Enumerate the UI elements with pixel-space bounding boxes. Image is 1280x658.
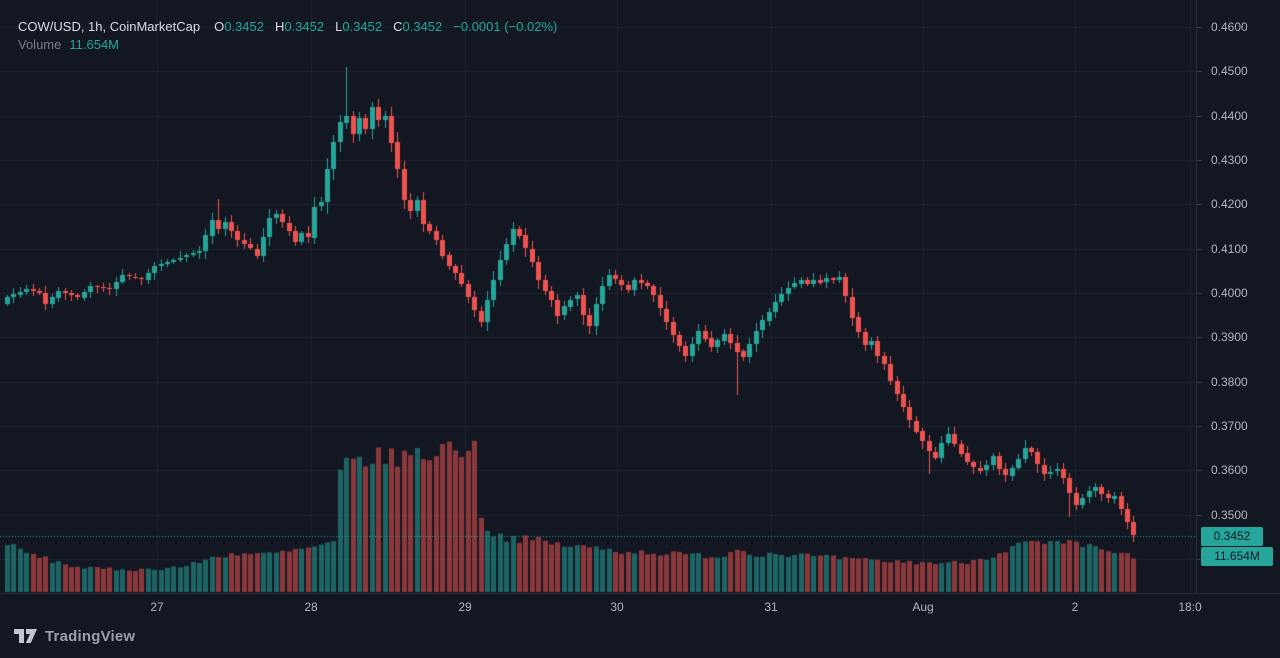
time-tick-label: 18:0 — [1178, 600, 1202, 614]
price-axis-tickmark — [1197, 160, 1202, 161]
last-volume-badge: 11.654M — [1201, 547, 1273, 566]
symbol-title[interactable]: COW/USD, 1h, CoinMarketCap — [18, 19, 201, 34]
legend-volume-row: Volume 11.654M — [18, 36, 557, 54]
low-label: L — [335, 19, 343, 34]
price-axis-tickmark — [1197, 293, 1202, 294]
open-label: O — [214, 19, 225, 34]
price-tick-label: 0.4600 — [1211, 20, 1248, 34]
price-tick-label: 0.4300 — [1211, 153, 1248, 167]
price-tick-label: 0.4400 — [1211, 109, 1248, 123]
price-axis-tickmark — [1197, 27, 1202, 28]
price-change: −0.0001 (−0.02%) — [453, 19, 558, 34]
price-tick-label: 0.3500 — [1211, 508, 1248, 522]
price-axis-tickmark — [1197, 559, 1202, 560]
open-value: 0.3452 — [224, 19, 264, 34]
tradingview-logo-link[interactable]: TradingView — [14, 628, 135, 645]
ohlc-high: H0.3452 — [275, 18, 324, 36]
volume-label: Volume — [18, 37, 62, 52]
chart-legend: COW/USD, 1h, CoinMarketCap O0.3452 H0.34… — [18, 18, 557, 54]
volume-value: 11.654M — [69, 37, 120, 52]
close-label: C — [393, 19, 403, 34]
price-tick-label: 0.3700 — [1211, 419, 1248, 433]
high-label: H — [274, 19, 285, 34]
time-tick-label: 29 — [458, 600, 472, 614]
price-axis-tickmark — [1197, 249, 1202, 250]
price-axis-tickmark — [1197, 426, 1202, 427]
time-tick-label: Aug — [912, 600, 934, 614]
ohlc-open: O0.3452 — [214, 18, 264, 36]
price-tick-label: 0.4200 — [1211, 197, 1248, 211]
tradingview-icon — [14, 629, 37, 643]
time-tick-label: 31 — [764, 600, 778, 614]
price-axis-tickmark — [1197, 116, 1202, 117]
price-tick-label: 0.3900 — [1211, 330, 1248, 344]
price-axis-tickmark — [1197, 515, 1202, 516]
price-tick-label: 0.4100 — [1211, 242, 1248, 256]
legend-symbol-row: COW/USD, 1h, CoinMarketCap O0.3452 H0.34… — [18, 18, 557, 36]
tradingview-wordmark: TradingView — [45, 628, 136, 645]
price-axis-tickmark — [1197, 204, 1202, 205]
price-tick-label: 0.4500 — [1211, 64, 1248, 78]
last-price-badge: 0.3452 — [1201, 527, 1263, 546]
price-axis[interactable]: 0.34000.35000.36000.37000.38000.39000.40… — [1196, 0, 1280, 593]
ohlc-low: L0.3452 — [335, 18, 382, 36]
price-axis-tickmark — [1197, 382, 1202, 383]
time-tick-label: 2 — [1071, 600, 1079, 614]
time-tick-label: 30 — [610, 600, 624, 614]
price-tick-label: 0.3600 — [1211, 463, 1248, 477]
price-tick-label: 0.3800 — [1211, 375, 1248, 389]
price-axis-tickmark — [1197, 470, 1202, 471]
price-tick-label: 0.4000 — [1211, 286, 1248, 300]
time-tick-label: 27 — [150, 600, 164, 614]
price-axis-tickmark — [1197, 337, 1202, 338]
price-axis-tickmark — [1197, 71, 1202, 72]
ohlc-close: C0.3452 — [393, 18, 442, 36]
high-value: 0.3452 — [284, 19, 325, 34]
time-tick-label: 28 — [304, 600, 318, 614]
time-axis[interactable]: 27 28 29 30 31 Aug 2 18:0 — [0, 593, 1280, 621]
close-value: 0.3452 — [402, 19, 443, 34]
low-value: 0.3452 — [342, 19, 383, 34]
